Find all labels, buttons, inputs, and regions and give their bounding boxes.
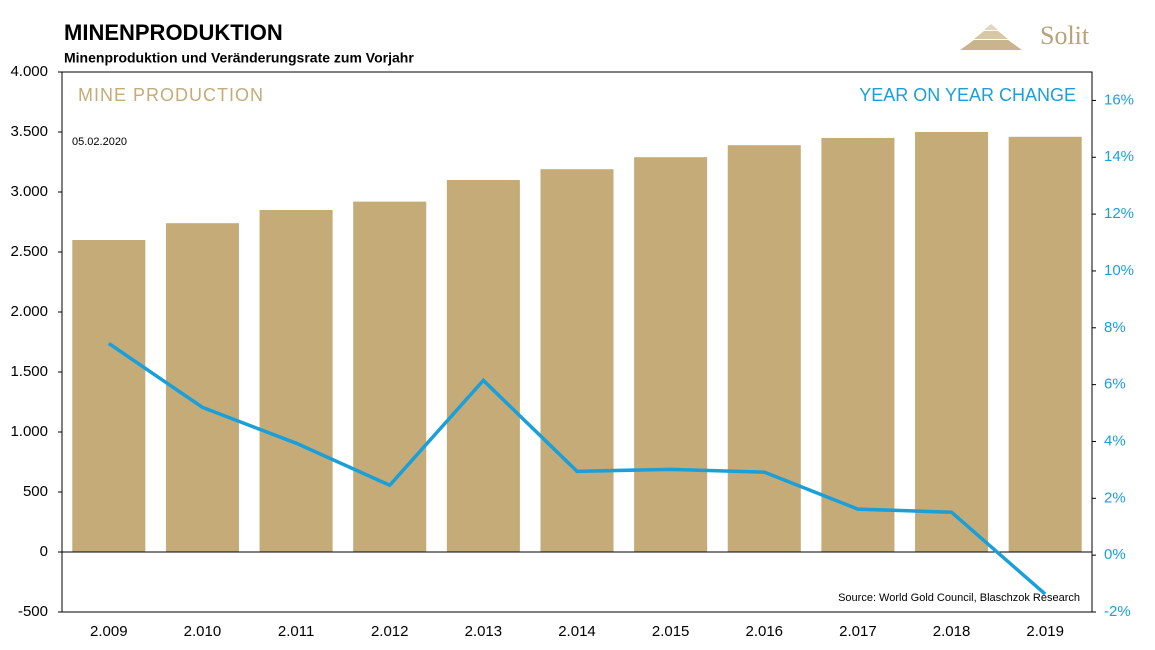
y-tick-label: 0	[40, 543, 48, 560]
bar	[72, 240, 146, 552]
brand: Solit	[1040, 21, 1090, 50]
y-tick-label: 2.000	[10, 303, 48, 320]
y2-tick-label: 8%	[1104, 319, 1126, 336]
y2-tick-label: 14%	[1104, 148, 1134, 165]
bar	[165, 223, 239, 552]
chart-subtitle: Minenproduktion und Veränderungsrate zum…	[64, 50, 414, 66]
date: 05.02.2020	[72, 136, 127, 148]
x-tick-label: 2.013	[465, 623, 503, 640]
y-tick-label: 2.500	[10, 243, 48, 260]
line	[107, 341, 1047, 596]
logo: Solit	[960, 21, 1090, 50]
x-tick-label: 2.012	[371, 623, 409, 640]
bar	[727, 145, 801, 552]
y2-tick-label: 10%	[1104, 262, 1134, 279]
x-tick-label: 2.010	[184, 623, 222, 640]
y2-tick-label: 0%	[1104, 546, 1126, 563]
bar	[446, 180, 520, 552]
y2-tick-label: -2%	[1104, 603, 1131, 620]
x-tick-label: 2.017	[839, 623, 877, 640]
x-tick-label: 2.009	[90, 623, 128, 640]
x-tick-label: 2.014	[558, 623, 596, 640]
x-tick-label: 2.011	[278, 623, 314, 640]
x-tick-label: 2.015	[652, 623, 690, 640]
left-label: MINE PRODUCTION	[78, 85, 264, 105]
y-tick-label: 1.500	[10, 363, 48, 380]
x-tick-label: 2.018	[933, 623, 971, 640]
chart-title: MINENPRODUKTION	[64, 20, 283, 45]
bar	[1008, 136, 1082, 553]
bar	[634, 157, 708, 552]
y-tick-label: 1.000	[10, 423, 48, 440]
y-tick-label: 500	[23, 483, 48, 500]
bar	[353, 201, 427, 552]
y2-tick-label: 6%	[1104, 376, 1126, 393]
bar	[821, 138, 895, 552]
source: Source: World Gold Council, Blaschzok Re…	[838, 592, 1080, 604]
y-tick-label: -500	[18, 603, 48, 620]
y-tick-label: 4.000	[10, 63, 48, 80]
y2-tick-label: 16%	[1104, 91, 1134, 108]
y2-tick-label: 4%	[1104, 432, 1126, 449]
y-tick-label: 3.500	[10, 123, 48, 140]
bar	[259, 210, 333, 552]
y2-tick-label: 12%	[1104, 205, 1134, 222]
bar	[540, 169, 614, 552]
x-tick-label: 2.019	[1026, 623, 1064, 640]
x-tick-label: 2.016	[745, 623, 783, 640]
y-tick-label: 3.000	[10, 183, 48, 200]
bar	[915, 132, 989, 552]
right-label: YEAR ON YEAR CHANGE	[859, 85, 1076, 105]
y2-tick-label: 2%	[1104, 489, 1126, 506]
plot-frame	[61, 71, 1093, 613]
